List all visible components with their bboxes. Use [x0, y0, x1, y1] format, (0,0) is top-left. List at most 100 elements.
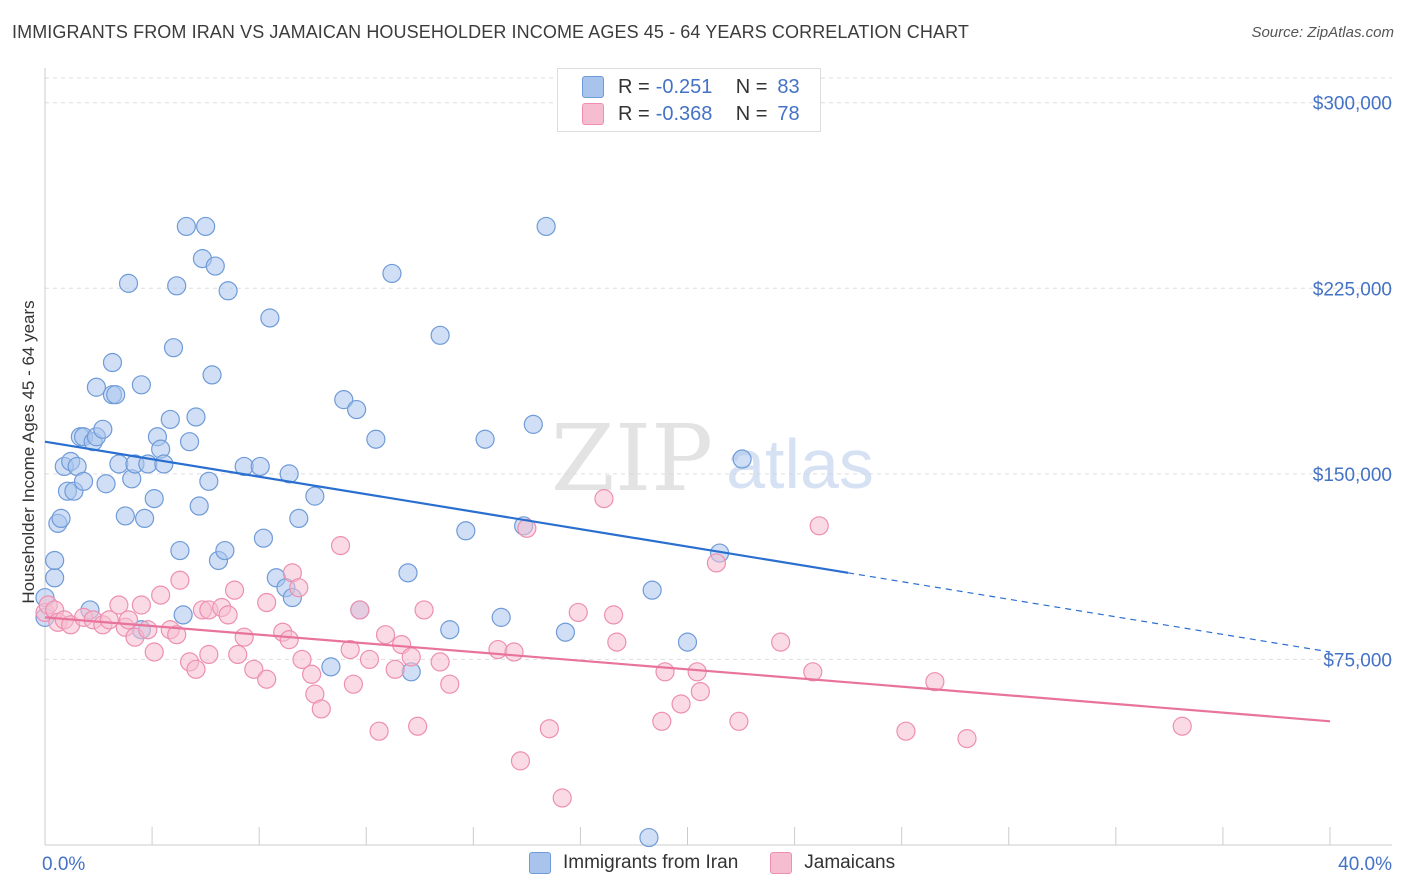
- data-point-jamaicans: [138, 620, 158, 640]
- data-point-jamaicans: [729, 711, 749, 731]
- data-point-iran: [106, 385, 126, 405]
- data-point-jamaicans: [690, 681, 710, 702]
- data-point-jamaicans: [539, 719, 559, 739]
- data-point-jamaicans: [607, 632, 627, 652]
- data-point-iran: [253, 528, 274, 548]
- data-point-jamaicans: [510, 751, 531, 771]
- legend-label-jamaicans: Jamaicans: [804, 852, 896, 873]
- data-point-iran: [167, 276, 187, 296]
- data-point-iran: [170, 540, 190, 561]
- data-point-jamaicans: [343, 674, 363, 694]
- trend-line-iran: [44, 440, 849, 574]
- watermark-atlas: atlas: [726, 425, 874, 503]
- data-point-iran: [189, 496, 209, 516]
- data-point-jamaicans: [504, 642, 524, 662]
- data-point-jamaicans: [552, 788, 572, 808]
- data-point-jamaicans: [568, 602, 588, 623]
- data-point-iran: [732, 449, 752, 469]
- data-point-jamaicans: [279, 630, 299, 650]
- chart-title: IMMIGRANTS FROM IRAN VS JAMAICAN HOUSEHO…: [12, 22, 969, 42]
- data-point-iran: [398, 563, 418, 583]
- data-point-iran: [639, 827, 659, 848]
- legend-n-value: 83: [777, 75, 800, 98]
- legend-item-iran[interactable]: Immigrants from Iran: [529, 852, 738, 874]
- trend-lines: [44, 440, 1331, 723]
- legend-swatch-jamaicans: [770, 852, 793, 874]
- data-point-iran: [102, 352, 123, 373]
- data-point-jamaicans: [430, 652, 450, 672]
- y-tick-label: $75,000: [1323, 650, 1392, 671]
- legend-swatch-iran: [529, 852, 551, 874]
- x-tick-label: 40.0%: [1338, 854, 1392, 875]
- series-legend: Immigrants from Iran Jamaicans: [529, 852, 927, 874]
- data-point-iran: [430, 325, 450, 345]
- data-point-iran: [347, 399, 367, 420]
- legend-r-label: R =: [618, 102, 650, 125]
- legend-item-jamaicans[interactable]: Jamaicans: [770, 852, 895, 874]
- legend-swatch-iran: [582, 76, 604, 98]
- data-point-jamaicans: [369, 721, 389, 741]
- data-point-iran: [475, 429, 495, 449]
- tick-labels: $75,000 $150,000 $225,000 $300,000 0.0% 40.0%: [42, 94, 1392, 875]
- x-tick-label: 0.0%: [42, 854, 85, 875]
- data-point-iran: [199, 471, 219, 491]
- data-point-jamaicans: [131, 595, 151, 615]
- data-point-iran: [218, 281, 238, 301]
- data-point-iran: [250, 456, 270, 477]
- data-point-jamaicans: [652, 711, 672, 731]
- data-point-iran: [93, 419, 113, 439]
- data-point-jamaicans: [109, 595, 129, 615]
- data-point-jamaicans: [925, 672, 945, 692]
- legend-r-value: -0.368: [655, 102, 713, 125]
- data-point-jamaicans: [257, 669, 277, 689]
- data-point-jamaicans: [594, 489, 614, 509]
- data-point-jamaicans: [224, 580, 245, 600]
- data-point-iran: [51, 508, 71, 529]
- data-point-iran: [334, 390, 354, 410]
- y-tick-label: $150,000: [1313, 465, 1392, 486]
- source-credit: Source: ZipAtlas.com: [1251, 24, 1394, 41]
- data-point-jamaicans: [440, 674, 460, 694]
- data-point-iran: [179, 432, 200, 452]
- trend-line-iran-extension: [848, 572, 1331, 653]
- data-point-jamaicans: [234, 627, 254, 647]
- data-point-jamaicans: [809, 516, 829, 536]
- data-point-jamaicans: [706, 553, 727, 573]
- data-point-iran: [115, 506, 135, 526]
- data-point-jamaicans: [896, 721, 916, 741]
- data-point-jamaicans: [350, 600, 370, 620]
- data-point-iran: [202, 365, 222, 385]
- data-point-jamaicans: [488, 639, 508, 660]
- data-point-iran: [134, 508, 155, 529]
- data-point-jamaicans: [257, 592, 277, 613]
- data-point-jamaicans: [359, 649, 380, 670]
- data-point-jamaicans: [803, 662, 823, 682]
- data-point-iran: [289, 508, 309, 529]
- data-point-jamaicans: [771, 632, 791, 652]
- data-point-iran: [215, 540, 235, 561]
- data-point-jamaicans: [311, 699, 331, 719]
- data-point-iran: [260, 308, 280, 328]
- data-point-jamaicans: [170, 570, 190, 590]
- data-point-iran: [523, 414, 543, 434]
- data-point-iran: [536, 216, 556, 237]
- y-tick-label: $300,000: [1313, 94, 1392, 115]
- data-point-iran: [45, 568, 65, 588]
- data-point-iran: [279, 464, 299, 484]
- data-point-iran: [176, 216, 196, 237]
- data-point-jamaicans: [414, 600, 434, 620]
- data-point-jamaicans: [408, 716, 428, 736]
- data-point-jamaicans: [151, 585, 171, 605]
- data-point-iran: [677, 632, 698, 652]
- legend-n-label: N =: [735, 102, 768, 125]
- data-point-iran: [305, 486, 325, 506]
- legend-swatch-jamaicans: [582, 103, 604, 125]
- correlation-legend: R = -0.251 N = 83 R = -0.368 N = 78: [557, 68, 821, 132]
- data-point-jamaicans: [244, 659, 264, 679]
- data-point-jamaicans: [340, 639, 360, 660]
- data-point-jamaicans: [655, 662, 675, 682]
- series-iran-points: [35, 216, 752, 848]
- data-point-jamaicans: [401, 647, 421, 667]
- legend-r-value: -0.251: [655, 75, 713, 98]
